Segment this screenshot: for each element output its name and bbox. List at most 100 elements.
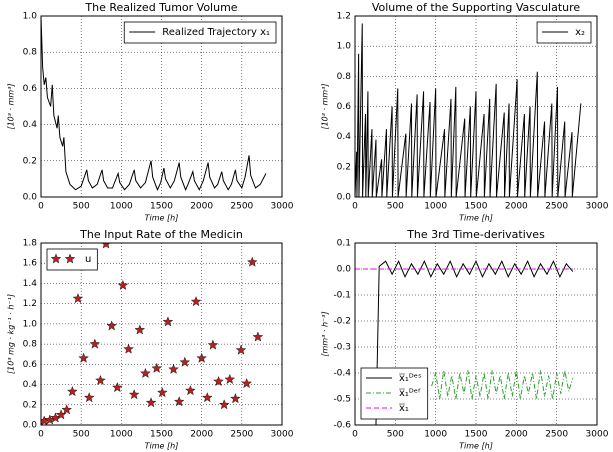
y-tick-label: 1.0 <box>337 42 352 52</box>
x-axis-label: Time [h] <box>145 442 179 451</box>
axes-frame <box>40 242 283 426</box>
star-marker <box>196 352 207 363</box>
legend-box <box>123 21 277 44</box>
subplot-title: The Realized Tumor Volume <box>84 1 237 14</box>
y-tick-label: -0.6 <box>333 421 351 431</box>
x-tick-label: 2000 <box>505 430 528 440</box>
y-axis-label: [mm³ · h⁻³] <box>321 311 330 356</box>
star-marker <box>112 382 123 393</box>
star-marker <box>235 344 247 355</box>
y-tick-label: 0.0 <box>337 265 352 275</box>
y-tick-label: -0.5 <box>333 395 351 405</box>
y-axis-label: [10³ · mm³] <box>321 83 330 129</box>
x-tick-label: 1500 <box>465 202 488 212</box>
x-tick-label: 2500 <box>230 430 253 440</box>
star-marker <box>213 375 224 387</box>
axes-frame <box>354 242 598 426</box>
star-marker <box>190 296 202 307</box>
star-marker <box>145 397 157 408</box>
y-tick-label: 0.8 <box>337 72 352 82</box>
subplot-title: The 3rd Time-derivatives <box>406 228 545 241</box>
y-tick-label: -0.1 <box>333 291 351 301</box>
y-tick-label: 0.0 <box>23 421 38 431</box>
subplot-title: Volume of the Supporting Vasculature <box>372 1 581 14</box>
star-marker <box>78 352 89 363</box>
star-marker <box>83 392 95 403</box>
x-tick-label: 2500 <box>545 202 568 212</box>
legend-label: Realized Trajectory x₁ <box>162 27 270 38</box>
y-tick-label: 1.2 <box>337 12 351 22</box>
x-tick-label: 1000 <box>110 202 133 212</box>
x-tick-label: 3000 <box>271 430 294 440</box>
y-tick-label: 0.2 <box>23 156 37 166</box>
star-marker <box>101 243 111 249</box>
x-tick-label: 1000 <box>424 430 447 440</box>
x-axis-label: Time [h] <box>145 214 179 223</box>
y-tick-label: 0.0 <box>23 193 38 203</box>
x-tick-label: 3000 <box>271 202 294 212</box>
x-tick-label: 3000 <box>586 202 609 212</box>
star-marker <box>207 339 219 350</box>
legend-marker <box>50 253 62 264</box>
x-tick-label: 500 <box>73 430 90 440</box>
x-tick-label: 2000 <box>505 202 528 212</box>
x-tick-label: 1500 <box>465 430 488 440</box>
y-tick-label: 1.0 <box>23 319 38 329</box>
star-marker <box>123 343 134 354</box>
x-tick-label: 500 <box>73 202 90 212</box>
y-tick-label: 1.6 <box>23 259 38 269</box>
star-marker <box>134 324 146 335</box>
star-marker <box>252 331 264 342</box>
subplot: The Input Rate of the Medicin Time [h] [10… <box>7 228 294 451</box>
star-marker <box>173 396 185 407</box>
subplot: Volume of the Supporting Vasculature Time… <box>321 1 609 223</box>
line <box>355 23 582 197</box>
star-marker <box>241 377 252 389</box>
x-tick-label: 0 <box>38 430 44 440</box>
y-tick-label: 0.8 <box>23 48 38 58</box>
line <box>355 259 574 425</box>
y-axis-label: [10³ mg · kg⁻¹ · h⁻¹] <box>7 294 16 374</box>
x-tick-label: 500 <box>387 430 404 440</box>
y-tick-label: 0.4 <box>337 132 352 142</box>
plot-area <box>355 259 574 425</box>
star-marker <box>230 393 241 404</box>
y-tick-label: 0.4 <box>23 120 38 130</box>
x-tick-label: 500 <box>387 202 404 212</box>
y-tick-label: 0.2 <box>337 162 351 172</box>
x-tick-label: 2000 <box>190 202 213 212</box>
x-tick-label: 3000 <box>586 430 609 440</box>
y-tick-label: 0.6 <box>23 360 38 370</box>
star-marker <box>140 367 151 378</box>
y-tick-label: 0.4 <box>23 380 38 390</box>
y-tick-label: 0.8 <box>23 340 38 350</box>
star-marker <box>106 320 117 331</box>
y-axis-label: [10³ · mm³] <box>7 83 16 129</box>
y-tick-label: 1.4 <box>23 279 38 289</box>
star-marker <box>162 316 174 327</box>
star-marker <box>89 338 101 349</box>
plot-area <box>41 16 267 192</box>
legend: u <box>46 248 98 271</box>
y-tick-label: 1.8 <box>23 239 38 249</box>
legend-label: x₂ <box>575 27 585 38</box>
subplot-title: The Input Rate of the Medicin <box>79 228 243 241</box>
x-tick-label: 2500 <box>230 202 253 212</box>
line <box>41 16 267 192</box>
x-axis-label: Time [h] <box>459 214 493 223</box>
x-tick-label: 2000 <box>190 430 213 440</box>
star-marker <box>218 399 230 410</box>
axes-frame <box>354 15 598 198</box>
legend: x₂ <box>536 21 592 44</box>
y-tick-label: 1.0 <box>23 12 38 22</box>
star-marker <box>201 392 213 403</box>
legend-marker <box>64 253 76 264</box>
legend: x⃛₁ᴰᵉˢ x⃛₁ᴰᵉᶠ x⃛₁ <box>360 367 429 420</box>
y-tick-label: 0.2 <box>23 400 37 410</box>
star-marker <box>72 293 84 304</box>
y-tick-label: -0.2 <box>333 317 351 327</box>
y-tick-label: 0.6 <box>23 84 38 94</box>
star-marker <box>128 389 140 400</box>
